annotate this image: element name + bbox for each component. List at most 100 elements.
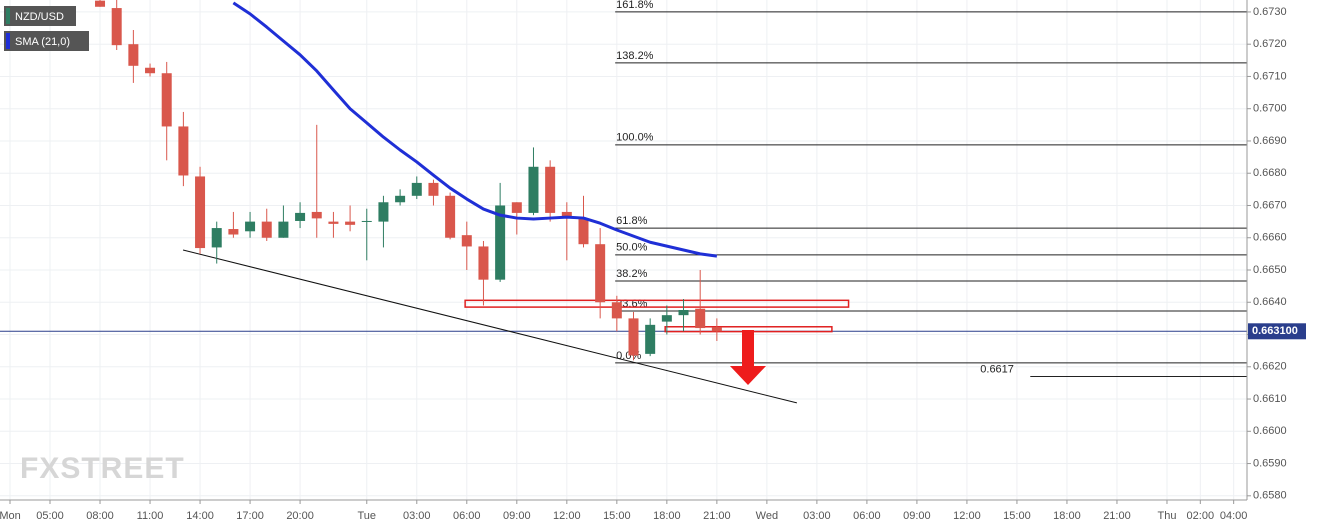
x-tick-label: 05:00 <box>36 510 64 522</box>
zone <box>464 299 850 308</box>
candle-body <box>428 182 439 196</box>
candle-body <box>461 235 472 247</box>
candle-body <box>145 67 156 74</box>
candle-body <box>345 221 356 225</box>
candle-body <box>278 221 289 238</box>
candle-body <box>295 212 306 221</box>
y-tick-label: 0.6610 <box>1253 393 1287 405</box>
y-tick-label: 0.6650 <box>1253 264 1287 276</box>
candle-body <box>245 221 256 232</box>
candle-body <box>411 182 422 196</box>
y-tick-label: 0.6660 <box>1253 232 1287 244</box>
candle-body <box>195 176 206 249</box>
x-tick-label: 17:00 <box>236 510 264 522</box>
y-tick-label: 0.6670 <box>1253 199 1287 211</box>
legend-label: NZD/USD <box>15 11 64 23</box>
legend-label: SMA (21,0) <box>15 36 70 48</box>
candle-body <box>378 202 389 222</box>
x-tick-label: Mon <box>0 510 21 522</box>
candle-body <box>645 324 656 354</box>
x-tick-label: 15:00 <box>603 510 631 522</box>
y-tick-label: 0.6580 <box>1253 490 1287 502</box>
axes: 0.65800.65900.66000.66100.66200.66300.66… <box>0 6 1306 522</box>
candle-body <box>711 327 722 332</box>
candle-body <box>578 218 589 245</box>
x-tick-label: 06:00 <box>853 510 881 522</box>
candle-body <box>595 244 606 303</box>
candle-body <box>511 202 522 213</box>
down-arrow <box>730 330 766 385</box>
candle-body <box>111 8 122 46</box>
legend: NZD/USD SMA (21,0) <box>4 6 89 51</box>
candle-body <box>528 166 539 213</box>
x-tick-label: 12:00 <box>553 510 581 522</box>
y-tick-label: 0.6680 <box>1253 167 1287 179</box>
legend-swatch <box>6 8 10 24</box>
candle-body <box>661 315 672 322</box>
current-price-box <box>1248 323 1306 340</box>
x-tick-label: Wed <box>756 510 778 522</box>
candle-body <box>678 310 689 316</box>
candle-body <box>361 220 372 222</box>
trendline <box>182 249 798 404</box>
fib-label: 161.8% <box>616 0 654 11</box>
candle-body <box>311 211 322 219</box>
y-tick-label: 0.6620 <box>1253 361 1287 373</box>
fib-label: 50.0% <box>616 242 647 254</box>
x-tick-label: 20:00 <box>286 510 314 522</box>
candle-body <box>395 195 406 203</box>
candle-body <box>561 211 572 219</box>
fib-label: 138.2% <box>616 50 654 62</box>
candle-body <box>478 246 489 280</box>
candle-body <box>445 195 456 238</box>
candle-body <box>628 318 639 356</box>
y-tick-label: 0.6640 <box>1253 296 1287 308</box>
x-tick-label: 21:00 <box>703 510 731 522</box>
y-tick-label: 0.6600 <box>1253 425 1287 437</box>
price-level-label: 0.6617 <box>980 363 1014 375</box>
x-tick-label: 15:00 <box>1003 510 1031 522</box>
y-tick-label: 0.6730 <box>1253 6 1287 18</box>
candle-body <box>128 44 139 66</box>
candle-body <box>328 221 339 224</box>
y-tick-label: 0.6590 <box>1253 457 1287 469</box>
x-tick-label: 09:00 <box>503 510 531 522</box>
x-tick-label: 12:00 <box>953 510 981 522</box>
candle-body <box>178 126 189 176</box>
plot-area: 161.8%138.2%100.0%61.8%50.0%38.2%23.6%0.… <box>0 0 1247 404</box>
watermark: FXSTREET <box>20 452 185 485</box>
x-tick-label: 03:00 <box>403 510 431 522</box>
x-tick-label: 09:00 <box>903 510 931 522</box>
x-tick-label: 02:00 <box>1187 510 1215 522</box>
legend-swatch <box>6 33 10 49</box>
current-price-label: 0.663100 <box>1252 325 1298 337</box>
x-tick-label: 11:00 <box>137 510 164 522</box>
candle-body <box>695 308 706 329</box>
candle-body <box>261 221 272 238</box>
grid <box>0 0 1247 500</box>
fib-label: 38.2% <box>616 268 647 280</box>
candle-body <box>228 229 239 235</box>
candle-body <box>611 302 622 319</box>
x-tick-label: 14:00 <box>186 510 214 522</box>
fib-label: 100.0% <box>616 132 654 144</box>
legend-box <box>4 6 76 26</box>
candle-body <box>495 205 506 280</box>
candle-body <box>161 73 172 127</box>
candle-body <box>211 228 222 248</box>
sma-line <box>232 1 718 258</box>
legend-box <box>4 31 89 51</box>
x-tick-label: Thu <box>1157 510 1176 522</box>
x-tick-label: 18:00 <box>653 510 681 522</box>
candle-body <box>545 166 556 213</box>
y-tick-label: 0.6690 <box>1253 135 1287 147</box>
x-tick-label: 08:00 <box>86 510 114 522</box>
x-tick-label: 04:00 <box>1220 510 1248 522</box>
fib-label: 61.8% <box>616 215 647 227</box>
x-tick-label: 21:00 <box>1103 510 1131 522</box>
candle-body <box>95 0 106 7</box>
y-tick-label: 0.6720 <box>1253 38 1287 50</box>
x-tick-label: 18:00 <box>1053 510 1081 522</box>
y-tick-label: 0.6700 <box>1253 103 1287 115</box>
